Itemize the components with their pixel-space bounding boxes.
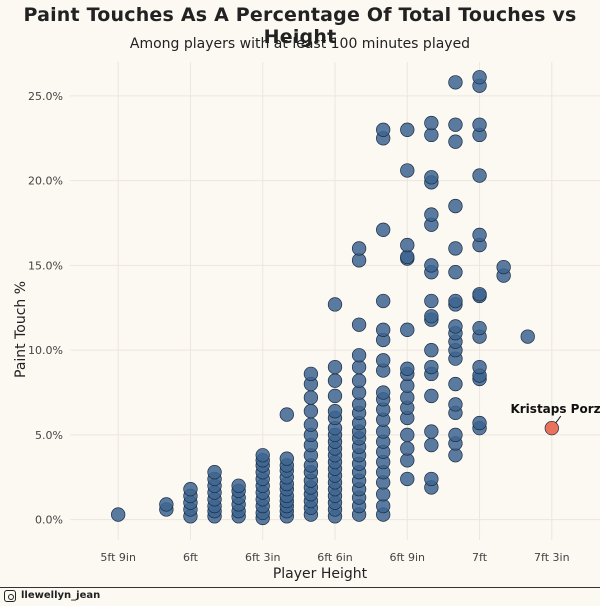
chart-title: Paint Touches As A Percentage Of Total T…	[23, 4, 577, 48]
data-point	[327, 404, 343, 419]
data-point	[400, 322, 415, 337]
data-point	[448, 75, 463, 90]
data-point	[448, 117, 463, 132]
data-point	[424, 170, 439, 185]
data-point	[424, 471, 439, 487]
data-point	[111, 507, 126, 522]
x-tick-label: 6ft 3in	[245, 551, 281, 564]
data-point	[424, 258, 439, 273]
data-point	[376, 385, 391, 400]
data-point	[231, 478, 246, 493]
data-point	[424, 388, 439, 404]
data-point	[207, 465, 222, 480]
y-axis-label: Paint Touch %	[13, 280, 29, 378]
data-point	[400, 441, 415, 456]
data-point	[400, 427, 415, 443]
x-tick-label: 6ft 6in	[317, 551, 353, 564]
data-point	[448, 319, 463, 334]
data-point	[400, 237, 415, 253]
data-point	[472, 415, 487, 431]
data-point	[448, 241, 463, 256]
data-point	[327, 359, 343, 375]
data-point	[424, 343, 439, 358]
data-point	[303, 366, 319, 382]
data-point	[279, 407, 294, 422]
data-point	[448, 134, 463, 149]
data-point	[303, 390, 319, 405]
y-tick-label: 15.0%	[28, 259, 63, 272]
data-point	[424, 115, 439, 131]
data-point	[424, 309, 439, 324]
y-tick-label: 20.0%	[28, 175, 63, 188]
y-tick-label: 5.0%	[35, 429, 63, 442]
data-point	[448, 427, 463, 443]
data-point	[376, 353, 391, 368]
data-point	[424, 437, 439, 453]
data-point	[376, 293, 391, 309]
data-point	[303, 404, 319, 419]
data-point	[159, 497, 174, 512]
data-point	[303, 417, 319, 432]
data-point	[448, 265, 463, 280]
footer-handle: llewellyn_jean	[21, 590, 101, 601]
data-point	[448, 198, 463, 214]
data-point	[472, 227, 487, 243]
y-tick-label: 25.0%	[28, 90, 63, 103]
data-point	[376, 222, 391, 237]
highlight-point	[544, 420, 559, 436]
data-point	[448, 293, 463, 309]
data-point	[424, 359, 439, 375]
x-tick-label: 5ft 9in	[100, 551, 136, 564]
data-point	[400, 163, 415, 178]
data-point	[472, 70, 487, 85]
data-point	[351, 348, 367, 363]
data-point	[279, 451, 294, 466]
x-tick-label: 7ft	[472, 551, 488, 564]
x-tick-label: 6ft 9in	[390, 551, 426, 564]
y-tick-label: 10.0%	[28, 344, 63, 357]
data-point	[424, 207, 439, 222]
data-point	[400, 471, 415, 487]
data-point	[448, 397, 463, 412]
data-point	[520, 329, 535, 344]
data-point	[472, 287, 487, 302]
data-point	[472, 168, 487, 183]
x-tick-label: 6ft	[183, 551, 199, 564]
data-point	[327, 373, 343, 388]
x-axis-label: Player Height	[272, 566, 368, 582]
data-point	[424, 424, 439, 439]
footer: llewellyn_jean	[0, 587, 600, 606]
data-point	[351, 317, 367, 332]
data-point	[376, 122, 391, 137]
x-tick-label: 7ft 3in	[534, 551, 570, 564]
highlight-label: Kristaps Porzingis	[510, 402, 600, 416]
data-point	[496, 259, 511, 275]
data-point	[255, 448, 270, 463]
data-point	[327, 388, 343, 404]
data-point	[400, 361, 415, 376]
data-point	[472, 320, 487, 336]
instagram-icon	[4, 590, 16, 602]
data-point	[424, 293, 439, 309]
y-tick-label: 0.0%	[35, 514, 63, 527]
data-point	[472, 117, 487, 132]
data-point	[351, 241, 367, 256]
data-point	[448, 376, 463, 392]
data-point	[183, 481, 198, 497]
scatter-chart: 5ft 9in 6ft 6ft 3in 6ft 6in 6ft 9in 7ft 7ft 3i…	[28, 62, 600, 564]
data-point	[472, 359, 487, 375]
data-point	[400, 122, 415, 137]
data-point	[376, 322, 391, 337]
data-point	[327, 297, 343, 312]
chart-subtitle: Among players with at least 100 minutes …	[129, 36, 471, 52]
data-point	[351, 373, 367, 388]
